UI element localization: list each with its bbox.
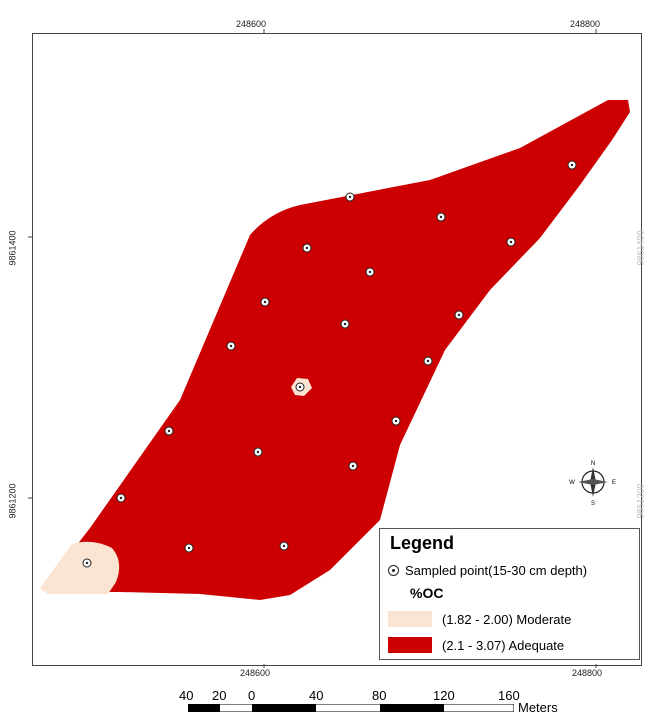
sampled-point <box>423 356 433 366</box>
scale-label-1: 20 <box>212 688 227 703</box>
sampled-point <box>506 237 516 247</box>
legend-adequate-label: (2.1 - 3.07) Adequate <box>442 637 565 653</box>
legend-variable: %OC <box>410 585 444 601</box>
scale-bar <box>188 704 514 712</box>
compass-s: S <box>591 501 595 506</box>
compass-e: E <box>612 480 616 486</box>
scale-label-6: 160 <box>498 688 520 703</box>
legend-class-moderate: (1.82 - 2.00) Moderate <box>388 611 571 627</box>
sampled-point <box>345 192 355 202</box>
sampled-point <box>164 426 174 436</box>
scale-label-3: 40 <box>309 688 324 703</box>
scale-label-0: 40 <box>179 688 194 703</box>
sampled-point <box>365 267 375 277</box>
sampled-point <box>567 160 577 170</box>
adequate-swatch <box>388 637 432 653</box>
scale-label-2: 0 <box>248 688 256 703</box>
sampled-point <box>184 543 194 553</box>
top-tick-1: 248600 <box>236 19 267 29</box>
sampled-point <box>253 447 263 457</box>
sampled-point <box>260 297 270 307</box>
legend-title: Legend <box>390 533 455 553</box>
scale-unit: Meters <box>518 700 558 715</box>
bottom-tick-2: 248800 <box>572 668 603 678</box>
sampled-point <box>279 541 289 551</box>
sampled-point <box>116 493 126 503</box>
adequate-zone <box>42 100 630 600</box>
sampled-point <box>340 319 350 329</box>
legend-moderate-label: (1.82 - 2.00) Moderate <box>442 611 572 627</box>
sampled-point <box>348 461 358 471</box>
sampled-point <box>436 212 446 222</box>
compass-w: W <box>569 480 575 486</box>
moderate-zone-1 <box>40 541 120 594</box>
legend-box: Legend Sampled point(15-30 cm depth) %OC… <box>379 528 640 660</box>
top-tick-2: 248800 <box>570 19 601 29</box>
sampled-point-icon <box>388 565 399 576</box>
sampled-point <box>391 416 401 426</box>
moderate-swatch <box>388 611 432 627</box>
sampled-point <box>226 341 236 351</box>
legend-point-row: Sampled point(15-30 cm depth) <box>388 563 587 578</box>
compass-n: N <box>591 461 595 467</box>
compass-icon: N S E W <box>569 461 616 506</box>
legend-class-adequate: (2.1 - 3.07) Adequate <box>388 637 564 653</box>
scale-label-4: 80 <box>372 688 387 703</box>
scale-label-5: 120 <box>433 688 455 703</box>
sampled-point <box>82 558 92 568</box>
sampled-point <box>302 243 312 253</box>
legend-point-label: Sampled point(15-30 cm depth) <box>405 563 588 578</box>
sampled-point <box>454 310 464 320</box>
sampled-point <box>295 382 305 392</box>
bottom-tick-1: 248600 <box>240 668 271 678</box>
